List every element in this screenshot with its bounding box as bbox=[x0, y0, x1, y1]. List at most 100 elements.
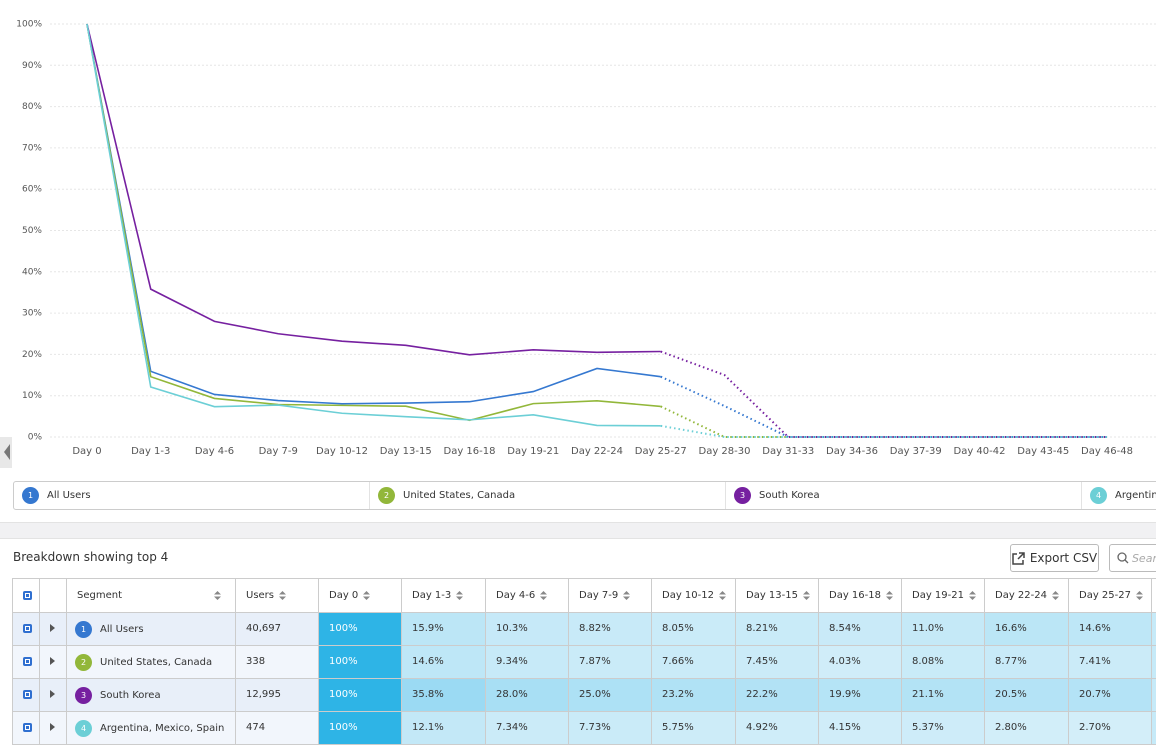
y-tick-label: 80% bbox=[22, 102, 42, 112]
row-expand[interactable] bbox=[40, 613, 67, 646]
cell-text: 16.6% bbox=[995, 623, 1027, 634]
search-placeholder: Search bbox=[1132, 552, 1156, 565]
column-header[interactable]: Day 22-24 bbox=[985, 579, 1069, 613]
cell-text: 20.5% bbox=[995, 689, 1027, 700]
retention-cell: 100% bbox=[319, 613, 402, 646]
cell-text: 5.75% bbox=[662, 722, 694, 733]
retention-cell: 8.82% bbox=[569, 613, 652, 646]
cell-text: 14.6% bbox=[412, 656, 444, 667]
sort-icon bbox=[886, 591, 893, 600]
search-icon bbox=[1110, 551, 1132, 565]
checkbox[interactable] bbox=[23, 624, 32, 633]
cell-text: 8.08% bbox=[912, 656, 944, 667]
retention-cell: 21.1% bbox=[902, 679, 985, 712]
cell-text: All Users bbox=[100, 624, 144, 635]
retention-cell: 28.0% bbox=[486, 679, 569, 712]
expand-arrow bbox=[50, 723, 56, 731]
sort-icon bbox=[1136, 591, 1143, 600]
cell-text: 14.6% bbox=[1079, 623, 1111, 634]
legend-label: South Korea bbox=[759, 490, 820, 501]
x-tick-label: Day 16-18 bbox=[444, 446, 496, 457]
cell-text: 12.1% bbox=[412, 722, 444, 733]
row-checkbox[interactable] bbox=[13, 679, 40, 712]
legend-badge: 1 bbox=[22, 487, 39, 504]
cell-text: 7.41% bbox=[1079, 656, 1111, 667]
export-label: Export CSV bbox=[1030, 551, 1097, 565]
x-tick-label: Day 25-27 bbox=[635, 446, 687, 457]
y-tick-label: 40% bbox=[22, 267, 42, 277]
export-button[interactable]: Export CSV bbox=[1010, 544, 1099, 572]
sort-icon bbox=[1052, 591, 1059, 600]
retention-cell: 7.41% bbox=[1069, 646, 1152, 679]
row-checkbox[interactable] bbox=[13, 613, 40, 646]
column-header[interactable]: Day 25-27 bbox=[1069, 579, 1152, 613]
cell-text: 2.80% bbox=[995, 722, 1027, 733]
x-tick-label: Day 0 bbox=[72, 446, 101, 457]
column-header[interactable]: Users bbox=[236, 579, 319, 613]
column-header[interactable]: Day 19-21 bbox=[902, 579, 985, 613]
cell-text: 10.3% bbox=[496, 623, 528, 634]
checkbox[interactable] bbox=[23, 723, 32, 732]
x-tick-label: Day 37-39 bbox=[890, 446, 942, 457]
cell-text: 100% bbox=[329, 623, 358, 634]
column-header-label: Day 4-6 bbox=[496, 590, 535, 601]
retention-cell: 100% bbox=[319, 646, 402, 679]
column-header[interactable]: Day 10-12 bbox=[652, 579, 736, 613]
row-checkbox[interactable] bbox=[13, 646, 40, 679]
column-header[interactable]: Segment bbox=[67, 579, 236, 613]
retention-cell: 23.2% bbox=[652, 679, 736, 712]
column-header[interactable]: Day 0 bbox=[319, 579, 402, 613]
retention-cell: 20.7% bbox=[1069, 679, 1152, 712]
x-tick-label: Day 34-36 bbox=[826, 446, 878, 457]
column-header-label: Day 16-18 bbox=[829, 590, 881, 601]
sort-icon bbox=[279, 591, 286, 600]
column-header[interactable]: Day 13-15 bbox=[736, 579, 819, 613]
retention-cell: 16.6% bbox=[985, 613, 1069, 646]
retention-cell: 14.6% bbox=[402, 646, 486, 679]
cell-text: 4.03% bbox=[829, 656, 861, 667]
cell-text: 4.92% bbox=[746, 722, 778, 733]
column-header[interactable]: Day 7-9 bbox=[569, 579, 652, 613]
x-tick-label: Day 13-15 bbox=[380, 446, 432, 457]
legend-badge: 4 bbox=[1090, 487, 1107, 504]
retention-cell: 7.45% bbox=[736, 646, 819, 679]
row-expand[interactable] bbox=[40, 679, 67, 712]
series-line bbox=[87, 24, 661, 426]
x-tick-label: Day 31-33 bbox=[762, 446, 814, 457]
cell-text: 7.73% bbox=[579, 722, 611, 733]
series-line bbox=[87, 24, 661, 420]
y-tick-label: 60% bbox=[22, 185, 42, 195]
sort-icon bbox=[623, 591, 630, 600]
projected-line bbox=[661, 377, 1107, 437]
cut-cell bbox=[1152, 613, 1156, 646]
cell-text: 8.05% bbox=[662, 623, 694, 634]
column-header[interactable]: Day 4-6 bbox=[486, 579, 569, 613]
cell-text: 9.34% bbox=[496, 656, 528, 667]
checkbox[interactable] bbox=[23, 591, 32, 600]
retention-cell: 25.0% bbox=[569, 679, 652, 712]
column-header-label: Day 0 bbox=[329, 590, 358, 601]
retention-cell: 4.03% bbox=[819, 646, 902, 679]
column-header-label: Day 7-9 bbox=[579, 590, 618, 601]
cell-text: South Korea bbox=[100, 690, 161, 701]
column-header[interactable]: Day 1-3 bbox=[402, 579, 486, 613]
header-checkbox[interactable] bbox=[13, 579, 40, 613]
search-box[interactable]: Search bbox=[1109, 544, 1156, 572]
row-expand[interactable] bbox=[40, 646, 67, 679]
column-header[interactable]: Day 16-18 bbox=[819, 579, 902, 613]
cell-text: 7.87% bbox=[579, 656, 611, 667]
y-tick-label: 50% bbox=[22, 226, 42, 236]
checkbox[interactable] bbox=[23, 690, 32, 699]
cell-text: 15.9% bbox=[412, 623, 444, 634]
checkbox[interactable] bbox=[23, 657, 32, 666]
